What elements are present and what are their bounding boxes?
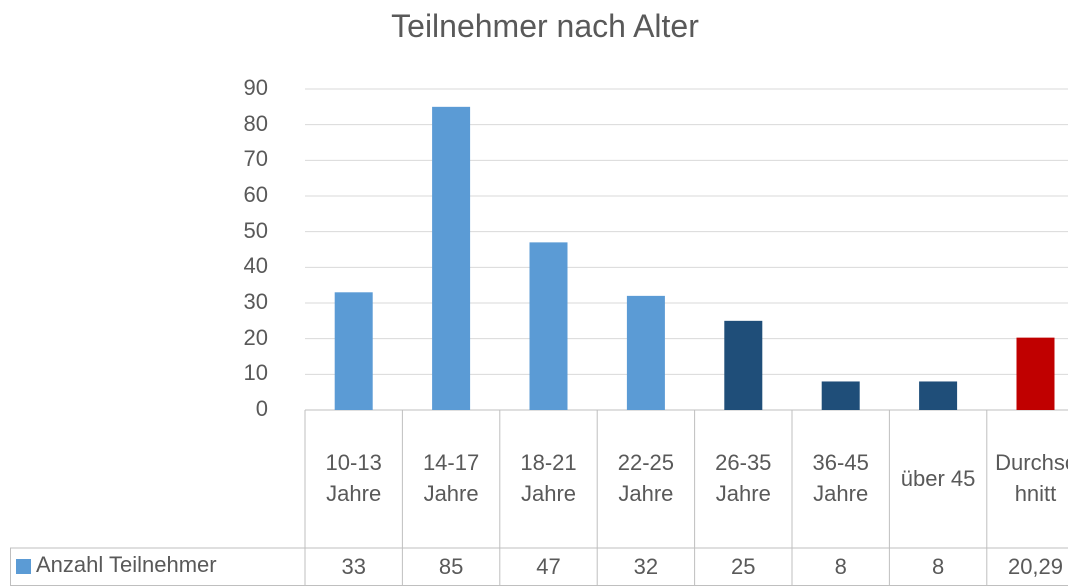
x-tick-label: 36-45 Jahre: [812, 450, 869, 506]
x-tick-label: 18-21 Jahre: [520, 450, 577, 506]
x-tick-label: 26-35 Jahre: [715, 450, 772, 506]
y-tick-label: 20: [243, 324, 268, 350]
y-tick-label: 50: [243, 217, 268, 243]
data-table-value: 8: [931, 554, 945, 579]
chart-title: Teilnehmer nach Alter: [391, 8, 699, 44]
bar: [1016, 337, 1055, 410]
x-tick-label: 14-17 Jahre: [422, 450, 480, 506]
data-table-value: 20,29: [1007, 554, 1064, 579]
data-table-value: 85: [438, 554, 464, 579]
bar: [626, 295, 665, 410]
data-table-value: 32: [633, 554, 659, 579]
legend-label: Anzahl Teilnehmer: [36, 552, 217, 577]
y-tick-label: 10: [243, 360, 268, 386]
data-table-value: 33: [341, 554, 366, 579]
bar: [334, 292, 373, 410]
bar: [724, 320, 763, 410]
y-tick-label: 90: [243, 75, 268, 100]
y-tick-label: 30: [243, 289, 268, 314]
legend-swatch: [16, 559, 31, 574]
data-table-value: 25: [731, 554, 756, 579]
x-tick-label: Durchschnitt: [995, 450, 1068, 506]
data-table-value: 47: [536, 554, 561, 579]
y-tick-label: 60: [243, 182, 268, 207]
x-tick-label: über 45: [900, 465, 976, 491]
x-tick-label: 10-13 Jahre: [325, 450, 382, 506]
bar: [919, 381, 958, 410]
data-table-value: 8: [834, 554, 847, 579]
x-tick-label: 22-25 Jahre: [617, 450, 675, 506]
y-tick-label: 40: [243, 253, 268, 279]
y-tick-label: 70: [243, 146, 268, 172]
y-tick-label: 80: [243, 110, 268, 136]
bar: [432, 106, 471, 410]
y-tick-label: 0: [255, 396, 268, 421]
bar: [529, 242, 568, 410]
bar: [821, 381, 860, 410]
